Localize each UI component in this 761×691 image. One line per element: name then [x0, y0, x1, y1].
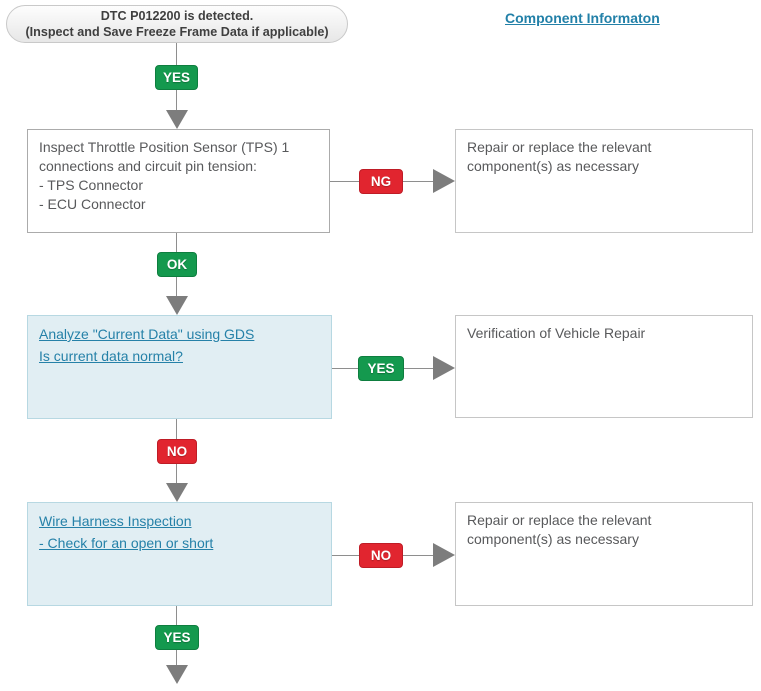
badge-ok-inspect: OK [157, 252, 197, 277]
arrowhead-down-icon [166, 665, 188, 684]
step-inspect-tps: Inspect Throttle Position Sensor (TPS) 1… [27, 129, 330, 233]
check-open-or-short-link[interactable]: - Check for an open or short [39, 534, 214, 551]
badge-ng-inspect: NG [359, 169, 403, 194]
result-verification-of-repair: Verification of Vehicle Repair [455, 315, 753, 418]
is-current-data-normal-link[interactable]: Is current data normal? [39, 347, 183, 364]
component-information-link[interactable]: Component Informaton [505, 10, 660, 26]
step-wire-harness-inspection: Wire Harness Inspection - Check for an o… [27, 502, 332, 606]
arrowhead-right-icon [433, 543, 455, 567]
arrowhead-down-icon [166, 110, 188, 129]
start-node: DTC P012200 is detected. (Inspect and Sa… [6, 5, 348, 43]
badge-no-analyze: NO [157, 439, 197, 464]
badge-no-harness: NO [359, 543, 403, 568]
analyze-current-data-link[interactable]: Analyze "Current Data" using GDS [39, 326, 255, 342]
arrowhead-down-icon [166, 483, 188, 502]
badge-yes-start: YES [155, 65, 198, 90]
badge-yes-analyze: YES [358, 356, 404, 381]
result-repair-components-1: Repair or replace the relevant component… [455, 129, 753, 233]
wire-harness-inspection-link[interactable]: Wire Harness Inspection [39, 513, 192, 529]
badge-yes-harness: YES [155, 625, 199, 650]
arrowhead-right-icon [433, 356, 455, 380]
step-analyze-current-data: Analyze "Current Data" using GDS Is curr… [27, 315, 332, 419]
arrowhead-down-icon [166, 296, 188, 315]
arrowhead-right-icon [433, 169, 455, 193]
result-repair-components-2: Repair or replace the relevant component… [455, 502, 753, 606]
